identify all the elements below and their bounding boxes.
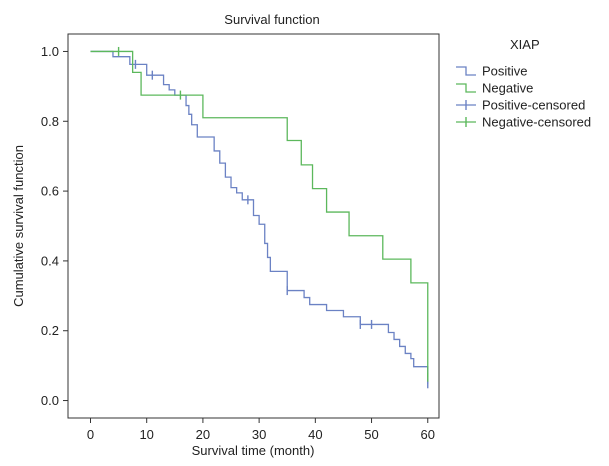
legend-item-negative: Negative	[456, 81, 533, 96]
x-tick-label: 0	[87, 427, 94, 442]
legend-label: Positive	[482, 64, 528, 79]
y-tick-label: 0.6	[41, 184, 59, 199]
legend: XIAP Positive Negative Positive-censored Ne…	[456, 37, 591, 130]
x-tick-label: 50	[364, 427, 378, 442]
chart-title: Survival function	[224, 12, 319, 27]
legend-swatch-line	[456, 83, 476, 93]
y-tick-label: 0.2	[41, 323, 59, 338]
censor-marks-layer	[117, 46, 429, 389]
x-tick-label: 20	[196, 427, 210, 442]
legend-label: Negative	[482, 81, 533, 96]
x-axis-title: Survival time (month)	[192, 443, 315, 458]
series-line-negative	[90, 50, 429, 378]
legend-item-negative-censored: Negative-censored	[456, 115, 591, 130]
y-axis-title: Cumulative survival function	[11, 145, 26, 307]
series-line-positive	[90, 50, 429, 384]
x-tick-label: 30	[252, 427, 266, 442]
y-tick-label: 0.8	[41, 114, 59, 129]
x-axis: 0 10 20 30 40 50 60	[87, 418, 435, 442]
x-tick-label: 10	[139, 427, 153, 442]
legend-label: Negative-censored	[482, 115, 591, 130]
series-layer	[90, 50, 429, 384]
y-tick-label: 1.0	[41, 44, 59, 59]
y-tick-label: 0.0	[41, 393, 59, 408]
plot-frame	[67, 33, 440, 419]
legend-item-positive: Positive	[456, 64, 528, 79]
x-tick-label: 60	[421, 427, 435, 442]
legend-title: XIAP	[510, 37, 540, 52]
legend-swatch-line	[456, 66, 476, 76]
legend-item-positive-censored: Positive-censored	[456, 98, 585, 113]
y-tick-label: 0.4	[41, 253, 59, 268]
legend-label: Positive-censored	[482, 98, 585, 113]
x-tick-label: 40	[308, 427, 322, 442]
y-axis: 0.0 0.2 0.4 0.6 0.8 1.0	[41, 44, 68, 408]
